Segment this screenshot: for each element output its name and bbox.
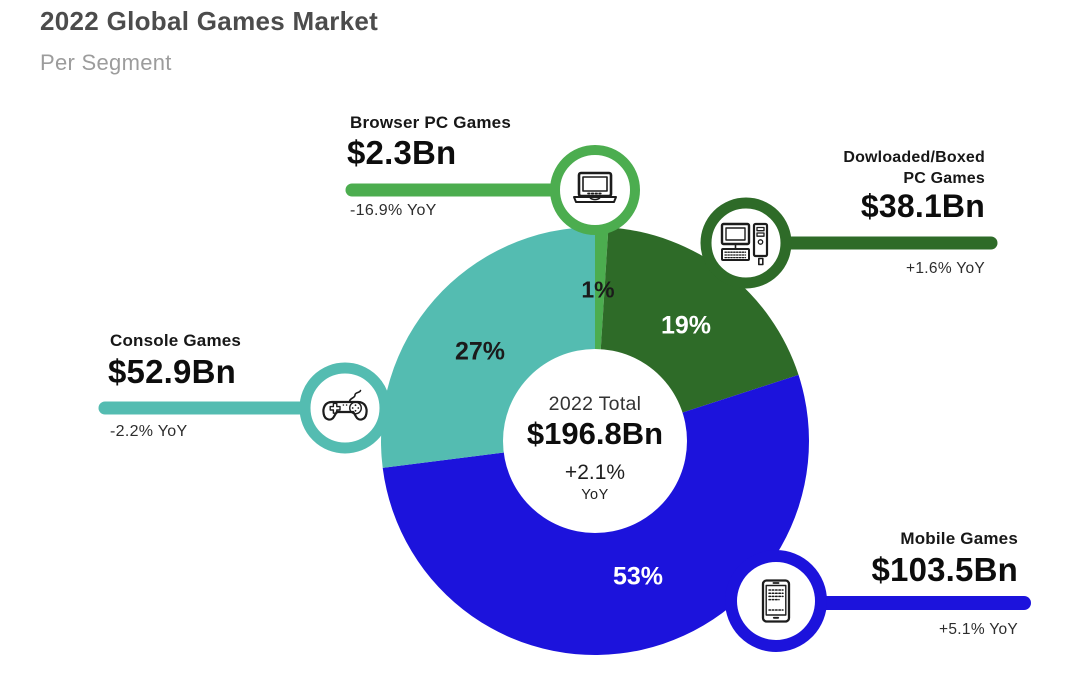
icon-circle-mobile (725, 550, 827, 652)
share-label-downloaded-boxed-pc-games: 19% (660, 311, 712, 340)
segment-value-browser-pc-games: $2.3Bn (347, 134, 457, 171)
segment-label-mobile-games: Mobile Games (900, 529, 1018, 548)
segment-yoy-browser-pc-games: -16.9% YoY (350, 202, 437, 219)
total-yoy-unit: YoY (581, 487, 609, 503)
share-label-console-games: 27% (454, 337, 506, 366)
page-subtitle: Per Segment (40, 50, 172, 75)
segment-yoy-console-games: -2.2% YoY (110, 423, 188, 440)
segment-yoy-mobile-games: +5.1% YoY (939, 621, 1018, 638)
donut-hole (503, 349, 687, 533)
desktop-pc-icon (720, 222, 769, 266)
smartphone-icon (761, 579, 791, 623)
share-label-browser-pc-games: 1% (581, 276, 615, 303)
icon-circle-browser (550, 145, 640, 235)
segment-label-downloaded-boxed-pc-games: Dowloaded/Boxed (843, 149, 985, 166)
page-title: 2022 Global Games Market (40, 6, 379, 36)
gamepad-icon (322, 389, 368, 421)
segment-label-downloaded-boxed-pc-games-line2: PC Games (903, 170, 985, 187)
total-value: $196.8Bn (526, 416, 664, 451)
icon-circle-console (299, 362, 391, 454)
segment-value-console-games: $52.9Bn (108, 353, 236, 390)
segment-value-downloaded-boxed-pc-games: $38.1Bn (860, 188, 985, 224)
segment-value-mobile-games: $103.5Bn (871, 551, 1018, 588)
total-label: 2022 Total (548, 393, 642, 415)
segment-label-browser-pc-games: Browser PC Games (350, 113, 511, 132)
laptop-icon (573, 171, 617, 203)
segment-label-console-games: Console Games (110, 331, 242, 350)
share-label-mobile-games: 53% (612, 562, 664, 591)
total-yoy-change: +2.1% (564, 461, 626, 484)
segment-yoy-downloaded-boxed-pc-games: +1.6% YoY (906, 260, 985, 277)
